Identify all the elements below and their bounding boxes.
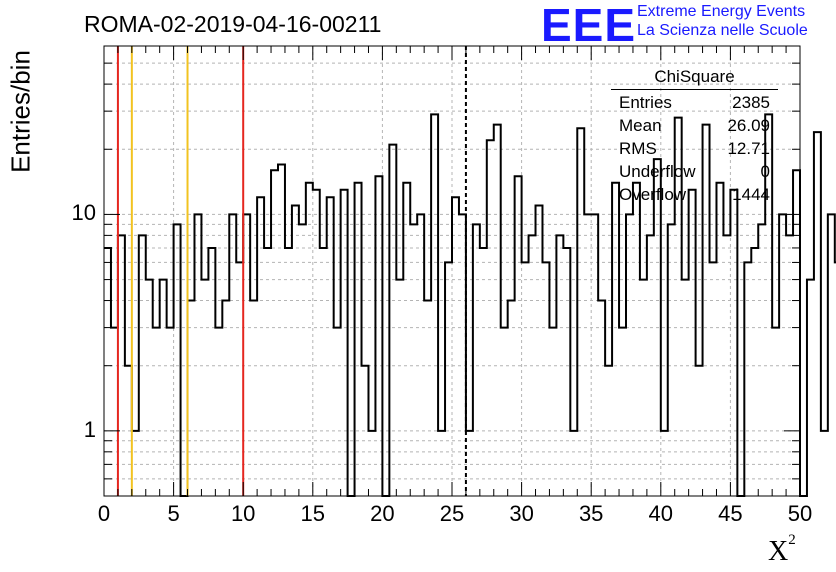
x-tick-label: 20 [370, 501, 395, 526]
x-tick-label: 35 [578, 501, 604, 526]
x-tick-label: 30 [509, 501, 534, 526]
stats-row-underflow: Underflow 0 [611, 160, 778, 183]
stats-value: 26.09 [727, 116, 770, 135]
stats-value: 2385 [732, 93, 770, 112]
stats-label: Entries [619, 93, 672, 112]
x-axis-label-superscript: 2 [788, 532, 796, 548]
stats-label: RMS [619, 139, 657, 158]
x-axis-label-base: X [768, 536, 789, 567]
x-tick-label: 50 [787, 501, 813, 526]
y-tick-label: 1 [83, 416, 96, 442]
stats-value: 12.71 [727, 139, 770, 158]
x-tick-label: 0 [97, 501, 111, 526]
stats-label: Overflow [619, 185, 687, 204]
x-tick-label: 5 [167, 501, 180, 526]
stats-value: 1444 [732, 185, 770, 204]
logo-line-1: Extreme Energy Events [637, 3, 806, 20]
stats-row-rms: RMS 12.71 [611, 137, 778, 160]
stats-label: Underflow [619, 162, 696, 181]
x-tick-label: 40 [648, 501, 674, 526]
y-axis-label: Entries/bin [5, 50, 36, 173]
stats-row-entries: Entries 2385 [611, 91, 778, 114]
x-tick-label: 10 [230, 501, 256, 526]
x-tick-label: 15 [300, 501, 326, 526]
y-tick-label: 10 [71, 200, 96, 226]
stats-row-mean: Mean 26.09 [611, 114, 778, 137]
stats-value: 0 [760, 162, 770, 181]
histogram-series [104, 113, 836, 497]
eee-logo: EEE [541, 0, 637, 51]
stats-header: ChiSquare [611, 67, 778, 90]
chart-title: ROMA-02-2019-04-16-00211 [84, 11, 382, 37]
logo-line-2: La Scienza nelle Scuole [637, 22, 808, 39]
stats-row-overflow: Overflow 1444 [611, 183, 778, 206]
x-axis-label: X2 [768, 532, 796, 568]
x-tick-label: 45 [718, 501, 743, 526]
stats-label: Mean [619, 116, 662, 135]
stats-box: ChiSquare Entries 2385 Mean 26.09 RMS 12.71… [611, 67, 778, 206]
x-tick-label: 25 [439, 501, 465, 526]
